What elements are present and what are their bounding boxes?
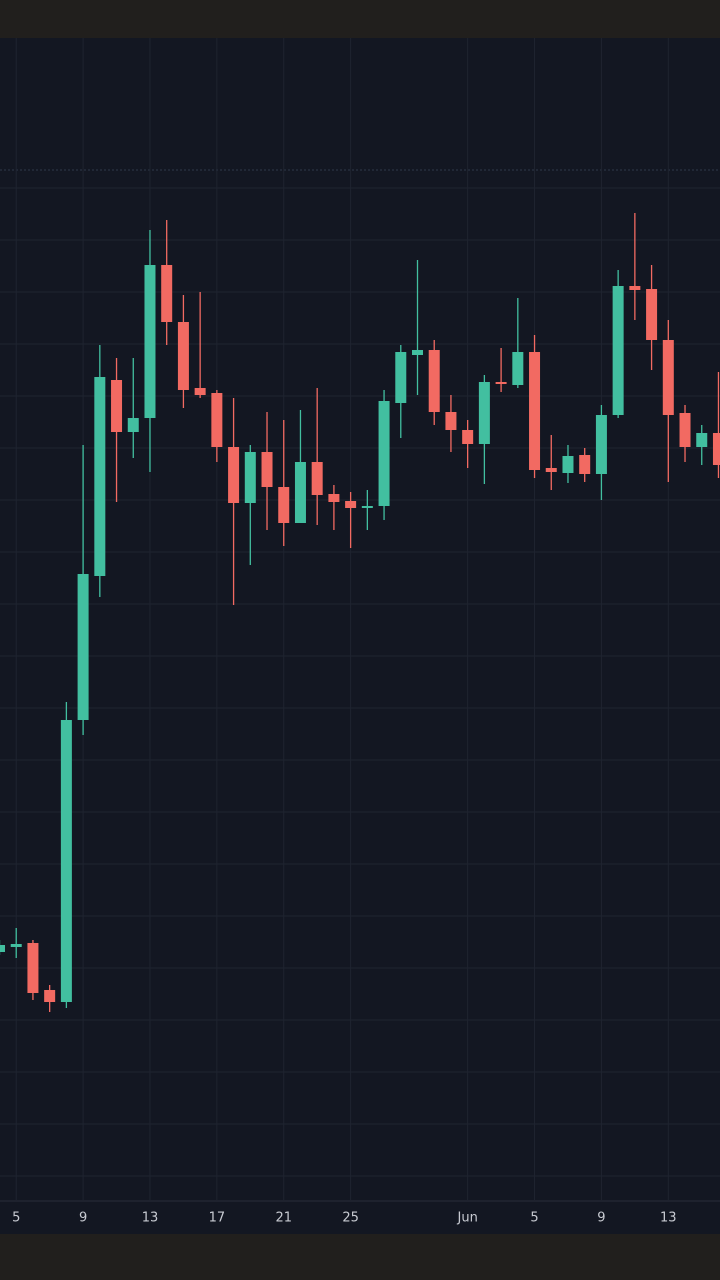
candle-body: [10, 944, 22, 947]
candle-body: [478, 382, 490, 444]
candle-body: [412, 350, 423, 355]
candle-body: [529, 352, 541, 470]
candle-body: [696, 433, 708, 447]
x-tick-label: 5: [12, 1211, 20, 1226]
candle-body: [44, 990, 56, 1002]
candle-body: [378, 401, 390, 506]
candle-body: [562, 456, 574, 473]
candle-body: [94, 377, 106, 576]
candle-body: [111, 380, 123, 432]
x-tick-label: 13: [660, 1211, 677, 1226]
candle-body: [679, 413, 691, 447]
candle-body: [462, 430, 474, 444]
x-tick-label: 9: [597, 1211, 605, 1226]
candle-body: [194, 388, 206, 395]
x-tick-label: 25: [342, 1211, 359, 1226]
candle-body: [629, 286, 641, 290]
candle-body: [27, 943, 39, 993]
candle-body: [545, 468, 557, 472]
candle-body: [161, 265, 173, 322]
candle-body: [60, 720, 72, 1002]
candle-body: [261, 452, 273, 487]
candle-body: [512, 352, 524, 385]
x-tick-label: 9: [79, 1211, 87, 1226]
chart-area: [0, 38, 720, 1234]
candle-body: [244, 452, 256, 503]
candle-body: [646, 289, 658, 340]
candle-body: [428, 350, 440, 412]
candle-body: [177, 322, 189, 390]
candle-body: [495, 382, 507, 384]
candle-body: [311, 462, 323, 495]
candle-body: [395, 352, 407, 403]
bottom-bar: [0, 1236, 720, 1280]
x-tick-label: 21: [275, 1211, 292, 1226]
candle-body: [612, 286, 624, 415]
candle-body: [211, 393, 223, 447]
candle-body: [662, 340, 674, 415]
candle-body: [294, 462, 306, 523]
candle-body: [127, 418, 139, 432]
candle-body: [345, 501, 357, 508]
x-tick-label: 5: [530, 1211, 538, 1226]
candle-body: [77, 574, 89, 720]
candle-body: [445, 412, 457, 430]
candle-body: [144, 265, 156, 418]
candle-body: [278, 487, 290, 523]
candle-body: [712, 433, 720, 465]
candle-body: [328, 494, 340, 502]
candle-body: [228, 447, 240, 503]
candle-body: [579, 455, 591, 474]
x-tick-label: 17: [209, 1211, 226, 1226]
x-tick-label: Jun: [457, 1211, 478, 1226]
candle-body: [361, 506, 373, 508]
candle-body: [595, 415, 607, 474]
top-bar: [0, 0, 720, 36]
x-tick-label: 13: [142, 1211, 159, 1226]
candle-body: [0, 945, 5, 952]
